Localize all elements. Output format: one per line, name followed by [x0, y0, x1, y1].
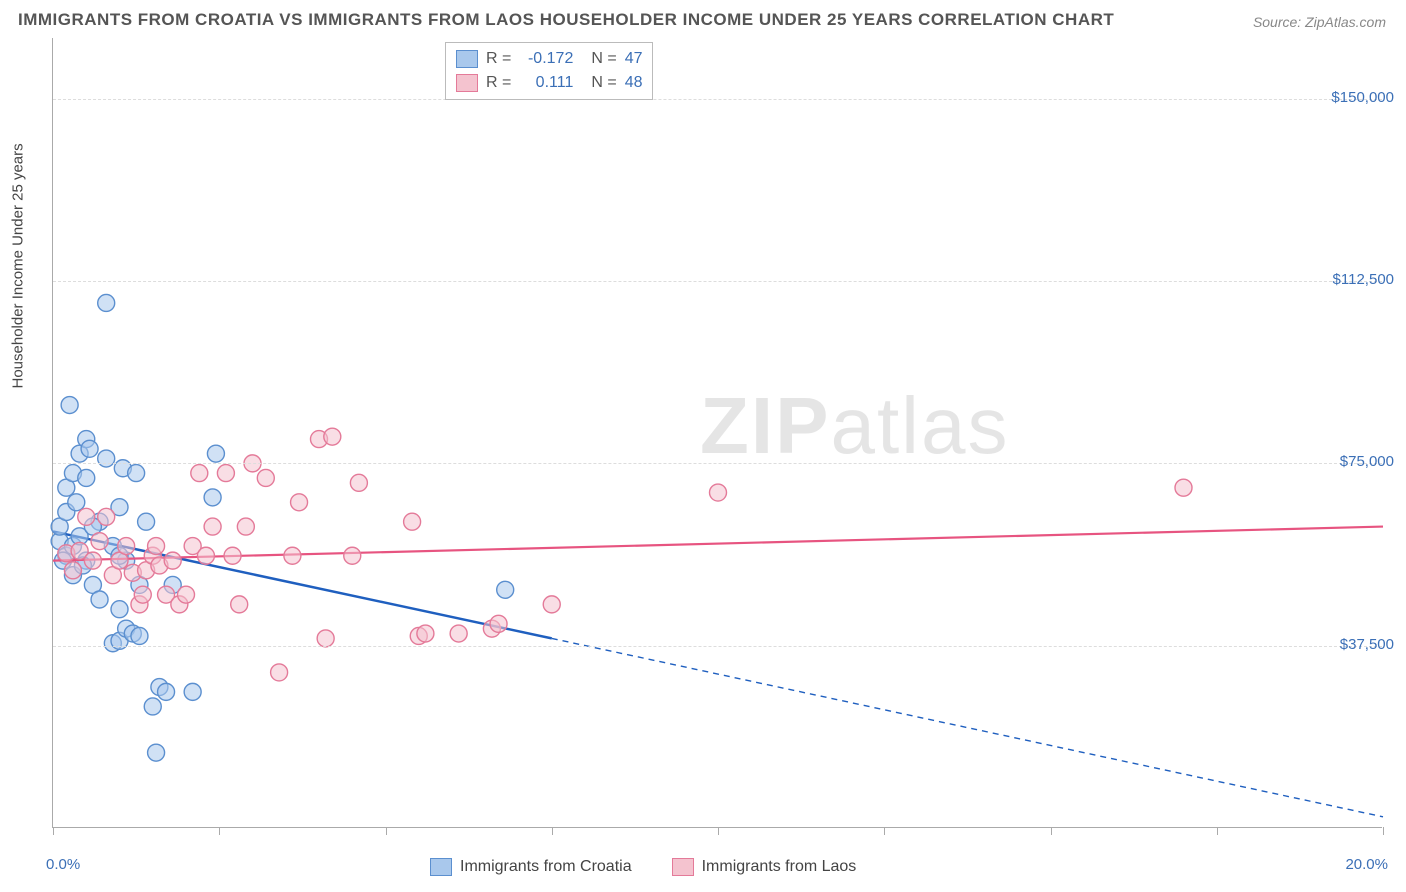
legend-item-croatia: Immigrants from Croatia — [430, 858, 632, 876]
legend-item-laos: Immigrants from Laos — [672, 858, 857, 876]
data-point-laos — [417, 625, 434, 642]
data-point-laos — [64, 562, 81, 579]
data-point-laos — [350, 474, 367, 491]
data-point-croatia — [78, 469, 95, 486]
data-point-croatia — [138, 513, 155, 530]
data-point-laos — [98, 508, 115, 525]
legend-swatch-croatia — [430, 858, 452, 876]
x-tick-mark — [552, 827, 553, 835]
series-legend: Immigrants from Croatia Immigrants from L… — [430, 858, 856, 876]
data-point-laos — [271, 664, 288, 681]
chart-svg — [53, 38, 1382, 827]
x-tick-mark — [718, 827, 719, 835]
legend-swatch-laos — [456, 74, 478, 92]
gridline-horizontal — [53, 646, 1382, 647]
data-point-laos — [164, 552, 181, 569]
data-point-laos — [324, 428, 341, 445]
x-tick-mark — [1217, 827, 1218, 835]
data-point-laos — [237, 518, 254, 535]
data-point-laos — [224, 547, 241, 564]
x-tick-mark — [219, 827, 220, 835]
data-point-laos — [450, 625, 467, 642]
data-point-croatia — [207, 445, 224, 462]
source-label: Source: ZipAtlas.com — [1253, 14, 1386, 30]
data-point-laos — [543, 596, 560, 613]
x-tick-label: 20.0% — [1345, 856, 1388, 873]
corr-n-value: 47 — [625, 50, 643, 68]
x-tick-mark — [53, 827, 54, 835]
gridline-horizontal — [53, 463, 1382, 464]
data-point-laos — [317, 630, 334, 647]
data-point-croatia — [204, 489, 221, 506]
data-point-laos — [217, 465, 234, 482]
data-point-laos — [91, 533, 108, 550]
legend-label-laos: Immigrants from Laos — [702, 858, 857, 876]
data-point-croatia — [148, 744, 165, 761]
data-point-croatia — [497, 581, 514, 598]
data-point-croatia — [128, 465, 145, 482]
data-point-laos — [84, 552, 101, 569]
data-point-croatia — [68, 494, 85, 511]
x-tick-mark — [386, 827, 387, 835]
data-point-laos — [231, 596, 248, 613]
legend-swatch-laos — [672, 858, 694, 876]
data-point-laos — [78, 508, 95, 525]
data-point-croatia — [184, 683, 201, 700]
data-point-croatia — [111, 601, 128, 618]
chart-title: IMMIGRANTS FROM CROATIA VS IMMIGRANTS FR… — [18, 10, 1114, 30]
corr-r-label: R = — [486, 74, 511, 92]
data-point-laos — [404, 513, 421, 530]
x-tick-mark — [1051, 827, 1052, 835]
plot-area — [52, 38, 1382, 828]
corr-legend-row-laos: R = 0.111 N = 48 — [456, 71, 642, 95]
x-tick-mark — [884, 827, 885, 835]
data-point-laos — [291, 494, 308, 511]
data-point-laos — [204, 518, 221, 535]
data-point-croatia — [131, 627, 148, 644]
corr-n-value: 48 — [625, 74, 643, 92]
data-point-croatia — [91, 591, 108, 608]
x-tick-mark — [1383, 827, 1384, 835]
trend-line-ext-croatia — [552, 638, 1383, 816]
y-tick-label: $75,000 — [1340, 453, 1394, 470]
data-point-croatia — [158, 683, 175, 700]
legend-swatch-croatia — [456, 50, 478, 68]
data-point-laos — [284, 547, 301, 564]
data-point-laos — [134, 586, 151, 603]
corr-n-label: N = — [591, 74, 616, 92]
data-point-croatia — [144, 698, 161, 715]
data-point-laos — [178, 586, 195, 603]
corr-r-value: 0.111 — [519, 74, 573, 92]
legend-label-croatia: Immigrants from Croatia — [460, 858, 632, 876]
data-point-laos — [710, 484, 727, 501]
corr-legend-row-croatia: R = -0.172 N = 47 — [456, 47, 642, 71]
data-point-laos — [257, 469, 274, 486]
gridline-horizontal — [53, 99, 1382, 100]
y-tick-label: $37,500 — [1340, 636, 1394, 653]
data-point-laos — [1175, 479, 1192, 496]
data-point-laos — [191, 465, 208, 482]
data-point-croatia — [61, 397, 78, 414]
data-point-laos — [148, 538, 165, 555]
corr-r-label: R = — [486, 50, 511, 68]
corr-n-label: N = — [591, 50, 616, 68]
correlation-legend: R = -0.172 N = 47 R = 0.111 N = 48 — [445, 42, 653, 100]
corr-r-value: -0.172 — [519, 50, 573, 68]
data-point-croatia — [98, 450, 115, 467]
y-tick-label: $150,000 — [1331, 89, 1394, 106]
data-point-laos — [197, 547, 214, 564]
data-point-laos — [344, 547, 361, 564]
y-tick-label: $112,500 — [1333, 271, 1394, 288]
x-tick-label: 0.0% — [46, 856, 80, 873]
chart-container: IMMIGRANTS FROM CROATIA VS IMMIGRANTS FR… — [0, 0, 1406, 892]
gridline-horizontal — [53, 281, 1382, 282]
data-point-croatia — [98, 294, 115, 311]
data-point-laos — [118, 538, 135, 555]
y-axis-label: Householder Income Under 25 years — [10, 143, 27, 388]
data-point-laos — [490, 615, 507, 632]
data-point-croatia — [81, 440, 98, 457]
